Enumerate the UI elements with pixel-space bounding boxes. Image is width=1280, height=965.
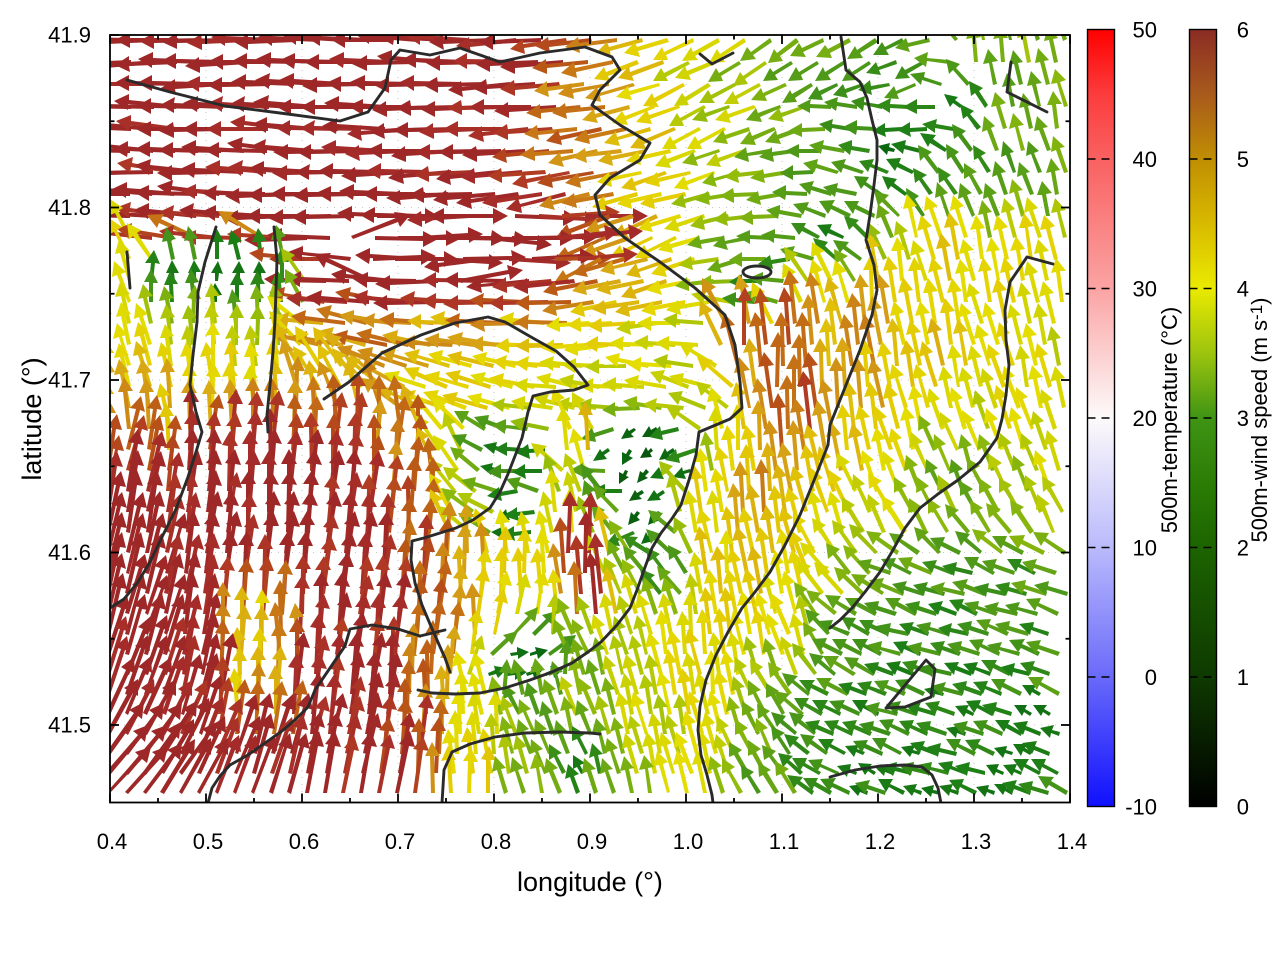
svg-text:0.8: 0.8 (481, 829, 512, 854)
svg-text:41.6: 41.6 (48, 540, 91, 565)
svg-text:20: 20 (1133, 406, 1157, 431)
svg-text:0.5: 0.5 (193, 829, 224, 854)
svg-text:40: 40 (1133, 147, 1157, 172)
svg-text:1.1: 1.1 (769, 829, 800, 854)
svg-text:0.4: 0.4 (97, 829, 128, 854)
svg-text:50: 50 (1133, 18, 1157, 43)
svg-text:1: 1 (1237, 665, 1249, 690)
svg-text:500m-temperature (°C): 500m-temperature (°C) (1157, 307, 1182, 533)
svg-text:6: 6 (1237, 18, 1249, 43)
svg-text:500m-wind speed (m s-1): 500m-wind speed (m s-1) (1247, 298, 1272, 543)
svg-text:-10: -10 (1125, 795, 1157, 820)
svg-text:5: 5 (1237, 147, 1249, 172)
svg-text:1.2: 1.2 (865, 829, 896, 854)
svg-text:1.4: 1.4 (1057, 829, 1088, 854)
svg-text:41.9: 41.9 (48, 23, 91, 48)
svg-text:4: 4 (1237, 277, 1249, 302)
svg-text:41.5: 41.5 (48, 713, 91, 738)
svg-text:longitude (°): longitude (°) (517, 867, 663, 897)
svg-text:30: 30 (1133, 277, 1157, 302)
svg-text:3: 3 (1237, 406, 1249, 431)
svg-text:1.3: 1.3 (961, 829, 992, 854)
svg-text:1.0: 1.0 (673, 829, 704, 854)
svg-text:latitude (°): latitude (°) (17, 357, 47, 480)
svg-text:0.7: 0.7 (385, 829, 416, 854)
svg-text:41.7: 41.7 (48, 368, 91, 393)
svg-text:2: 2 (1237, 536, 1249, 561)
svg-text:0.6: 0.6 (289, 829, 320, 854)
svg-text:0: 0 (1145, 665, 1157, 690)
svg-text:0.9: 0.9 (577, 829, 608, 854)
svg-text:0: 0 (1237, 795, 1249, 820)
svg-text:10: 10 (1133, 536, 1157, 561)
svg-text:41.8: 41.8 (48, 195, 91, 220)
